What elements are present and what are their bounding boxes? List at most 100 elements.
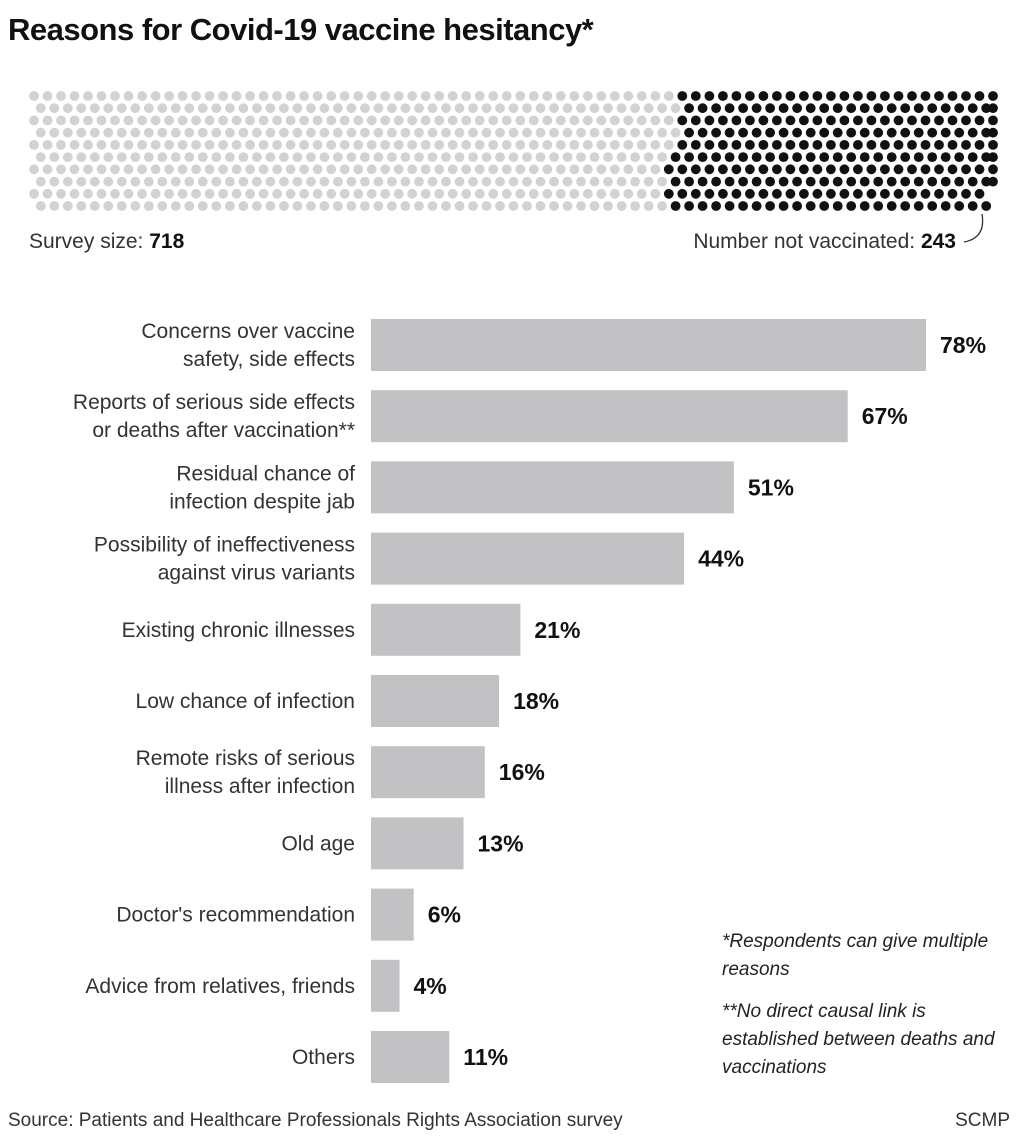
- dot-not-vaccinated: [751, 103, 762, 114]
- dot-respondent: [252, 103, 262, 114]
- dot-respondent: [427, 201, 438, 211]
- dot-respondent: [339, 115, 350, 126]
- dot-respondent: [258, 115, 269, 126]
- dot-respondent: [225, 201, 235, 211]
- dot-respondent: [380, 115, 391, 126]
- dot-respondent: [555, 115, 566, 126]
- dot-respondent: [143, 176, 154, 187]
- dot-not-vaccinated: [927, 127, 938, 138]
- bar: [371, 603, 521, 656]
- dot-respondent: [616, 176, 627, 187]
- dot-not-vaccinated: [765, 201, 775, 211]
- dot-respondent: [414, 176, 424, 187]
- dot-respondent: [197, 127, 208, 138]
- dot-respondent: [643, 127, 654, 138]
- dot-not-vaccinated: [745, 188, 755, 199]
- dot-respondent: [468, 201, 478, 211]
- dot-not-vaccinated: [805, 201, 816, 211]
- dot-not-vaccinated: [785, 115, 796, 126]
- dot-respondent: [143, 201, 154, 211]
- dot-respondent: [549, 127, 559, 138]
- dot-respondent: [191, 188, 202, 199]
- dot-respondent: [623, 140, 634, 150]
- dot-respondent: [299, 91, 309, 101]
- dot-not-vaccinated: [866, 115, 877, 126]
- dot-respondent: [528, 115, 539, 126]
- dot-respondent: [474, 164, 485, 175]
- dot-respondent: [62, 152, 73, 163]
- dot-respondent: [414, 127, 424, 138]
- dot-respondent: [116, 127, 127, 138]
- dot-respondent: [89, 201, 100, 211]
- dot-respondent: [103, 201, 114, 211]
- dot-respondent: [474, 91, 485, 101]
- dot-respondent: [319, 152, 330, 163]
- dot-not-vaccinated: [724, 127, 735, 138]
- dot-respondent: [116, 176, 127, 187]
- bar-value-label: 78%: [940, 332, 986, 358]
- dot-respondent: [56, 164, 66, 175]
- dot-not-vaccinated: [758, 115, 769, 126]
- dot-respondent: [177, 115, 188, 126]
- dot-not-vaccinated: [663, 188, 674, 199]
- dot-respondent: [562, 103, 573, 114]
- dot-respondent: [225, 103, 235, 114]
- dot-respondent: [495, 176, 505, 187]
- dot-respondent: [123, 164, 134, 175]
- dot-not-vaccinated: [785, 188, 796, 199]
- dot-not-vaccinated: [873, 127, 884, 138]
- dot-respondent: [636, 91, 647, 101]
- dot-not-vaccinated: [805, 152, 816, 163]
- dot-not-vaccinated: [934, 91, 944, 101]
- dot-respondent: [393, 91, 404, 101]
- dot-respondent: [407, 115, 418, 126]
- dot-not-vaccinated: [711, 201, 721, 211]
- dot-not-vaccinated: [846, 176, 857, 187]
- dot-not-vaccinated: [690, 140, 701, 150]
- dot-not-vaccinated: [920, 91, 931, 101]
- dot-respondent: [42, 140, 53, 150]
- dot-not-vaccinated: [940, 152, 951, 163]
- dot-respondent: [387, 152, 397, 163]
- dot-respondent: [616, 152, 627, 163]
- dot-not-vaccinated: [893, 115, 904, 126]
- dot-respondent: [582, 188, 593, 199]
- dot-respondent: [380, 164, 391, 175]
- dot-respondent: [265, 152, 276, 163]
- dot-not-vaccinated: [961, 140, 971, 150]
- dot-respondent: [360, 103, 370, 114]
- dot-respondent: [542, 164, 553, 175]
- dot-respondent: [49, 176, 60, 187]
- dot-respondent: [589, 127, 600, 138]
- dot-respondent: [184, 201, 195, 211]
- dot-not-vaccinated: [866, 188, 877, 199]
- dot-not-vaccinated: [812, 188, 823, 199]
- dot-respondent: [35, 127, 46, 138]
- dot-not-vaccinated: [792, 176, 802, 187]
- dot-respondent: [83, 91, 93, 101]
- dot-respondent: [258, 188, 269, 199]
- dot-respondent: [346, 127, 357, 138]
- dot-respondent: [603, 103, 613, 114]
- dot-respondent: [170, 201, 181, 211]
- dot-not-vaccinated: [839, 115, 850, 126]
- dot-respondent: [474, 115, 485, 126]
- bar-value-label: 13%: [478, 830, 524, 856]
- dot-respondent: [170, 127, 181, 138]
- dot-respondent: [569, 164, 580, 175]
- dot-respondent: [353, 91, 364, 101]
- dot-respondent: [191, 164, 202, 175]
- dot-not-vaccinated: [758, 140, 769, 150]
- dot-not-vaccinated: [684, 201, 694, 211]
- category-label: Old age: [281, 832, 355, 855]
- dot-not-vaccinated: [772, 91, 782, 101]
- dot-respondent: [218, 115, 229, 126]
- dot-respondent: [272, 140, 282, 150]
- dot-not-vaccinated: [873, 201, 884, 211]
- dot-respondent: [346, 176, 357, 187]
- dot-respondent: [265, 201, 276, 211]
- dot-not-vaccinated: [832, 201, 843, 211]
- dot-respondent: [488, 115, 499, 126]
- dot-respondent: [501, 91, 512, 101]
- dot-respondent: [96, 164, 107, 175]
